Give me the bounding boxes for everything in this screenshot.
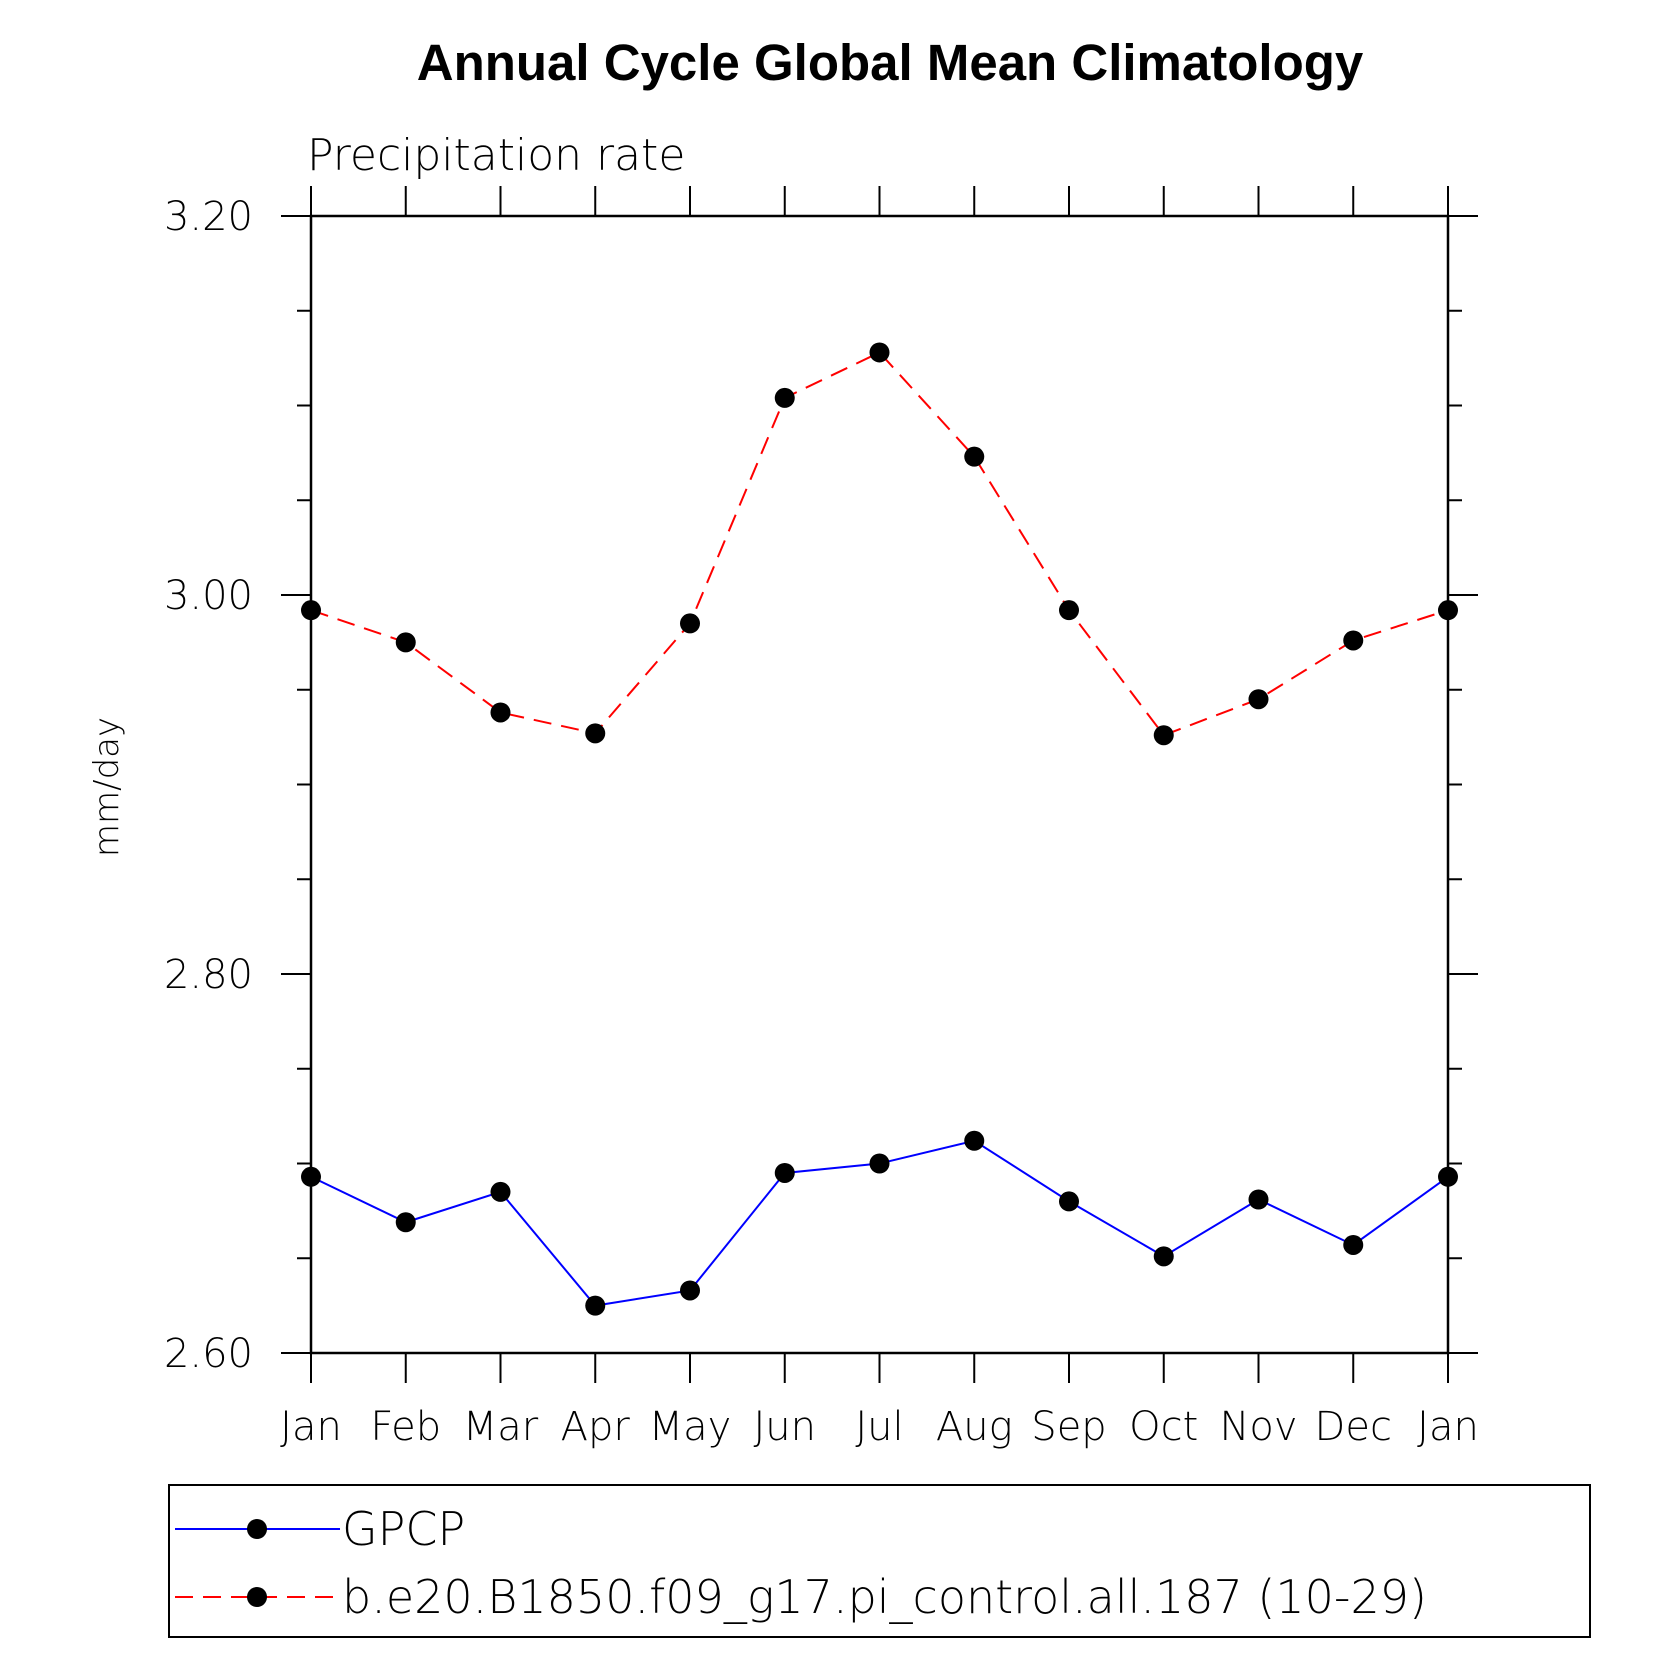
x-tick-label: Nov: [1219, 1404, 1297, 1450]
data-point: [1343, 630, 1364, 651]
y-tick-label: 3.00: [164, 573, 253, 619]
legend-marker: [247, 1519, 267, 1539]
x-tick-label: Jan: [1417, 1404, 1479, 1450]
data-point: [1438, 1166, 1458, 1187]
y-tick-label: 2.80: [164, 952, 253, 998]
series-layer: [301, 342, 1458, 1316]
legend-marker: [247, 1587, 267, 1607]
data-point: [301, 1166, 321, 1187]
y-axis-label: mm/day: [87, 717, 127, 857]
legend: GPCP b.e20.B1850.f09_g17.pi_control.all.1…: [168, 1484, 1591, 1638]
data-point: [1438, 600, 1458, 621]
data-point: [1248, 1189, 1269, 1210]
data-point: [964, 446, 985, 467]
data-point: [585, 1295, 606, 1316]
y-tick-label: 2.60: [164, 1331, 253, 1377]
data-point: [1153, 1246, 1174, 1267]
data-point: [395, 632, 416, 653]
data-point: [490, 1181, 511, 1202]
x-tick-label: Mar: [463, 1404, 539, 1450]
x-tick-label: Sep: [1031, 1404, 1106, 1450]
x-tick-label: May: [649, 1404, 732, 1450]
data-point: [1153, 725, 1174, 746]
series-2: [301, 342, 1458, 746]
x-tick-label: Jul: [855, 1404, 903, 1450]
series-1: [301, 1130, 1458, 1316]
legend-label: b.e20.B1850.f09_g17.pi_control.all.187 (…: [342, 1570, 1427, 1624]
y-tick-label: 3.20: [164, 194, 253, 240]
data-point: [869, 342, 890, 363]
data-point: [774, 1162, 795, 1183]
chart-title: Annual Cycle Global Mean Climatology: [417, 34, 1364, 91]
data-point: [1059, 1191, 1079, 1212]
x-tick-label: Dec: [1315, 1404, 1392, 1450]
legend-label: GPCP: [342, 1502, 465, 1556]
data-point: [1059, 600, 1079, 621]
x-tick-label: Jan: [280, 1404, 342, 1450]
data-point: [585, 723, 606, 744]
data-point: [964, 1130, 985, 1151]
data-point: [301, 600, 321, 621]
data-point: [1248, 689, 1269, 710]
x-tick-label: Apr: [561, 1404, 631, 1450]
data-point: [774, 387, 795, 408]
x-tick-label: Jun: [754, 1404, 817, 1450]
plot-frame: [309, 214, 1450, 1355]
axes: 2.60 2.80 3.00 3.20 Jan Feb Mar Apr May Jun Jul Aug…: [164, 186, 1479, 1450]
x-tick-label: Aug: [936, 1404, 1013, 1450]
x-tick-label: Feb: [370, 1404, 441, 1450]
legend-box: [168, 1484, 1591, 1638]
series-line: [310, 351, 1449, 737]
data-point: [1343, 1234, 1364, 1255]
chart-subtitle: Precipitation rate: [307, 130, 685, 181]
data-point: [395, 1212, 416, 1233]
data-point: [869, 1153, 890, 1174]
data-point: [680, 613, 700, 634]
data-point: [490, 702, 511, 723]
data-point: [680, 1280, 700, 1301]
x-tick-label: Oct: [1129, 1404, 1198, 1450]
